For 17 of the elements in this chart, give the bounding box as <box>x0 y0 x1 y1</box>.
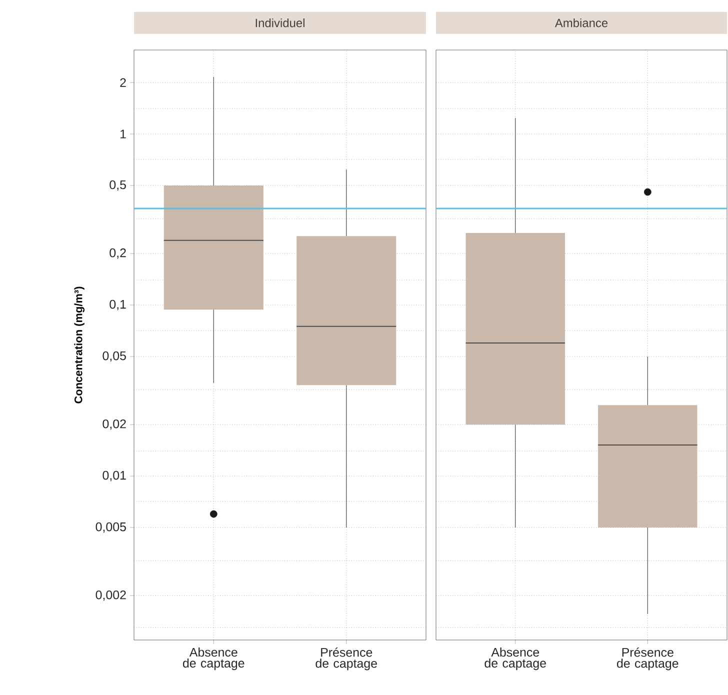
x-tick-label: Présence de captage <box>316 648 377 670</box>
y-tick-label: 0,02 <box>102 419 126 430</box>
x-tick-label: Absence de captage <box>484 648 546 670</box>
x-tick-label: Absence de captage <box>182 648 244 670</box>
y-tick-label: 0,002 <box>96 590 126 601</box>
y-axis-title: Concentration (mg/m³) <box>74 286 84 404</box>
y-tick-label: 0,5 <box>110 180 126 191</box>
y-tick-label: 0,2 <box>110 248 126 259</box>
y-tick-label: 0,01 <box>102 470 126 482</box>
y-tick-label: 2 <box>120 78 126 87</box>
chart-title: Individuel <box>256 18 304 28</box>
y-tick-label: 0,05 <box>102 351 126 362</box>
y-tick-label: 0,1 <box>110 300 126 310</box>
y-tick-label: 1 <box>120 130 126 138</box>
y-tick-label: 0,005 <box>96 522 126 533</box>
x-tick-label: Présence de captage <box>617 648 678 670</box>
chart-title: Ambiance <box>554 18 608 28</box>
